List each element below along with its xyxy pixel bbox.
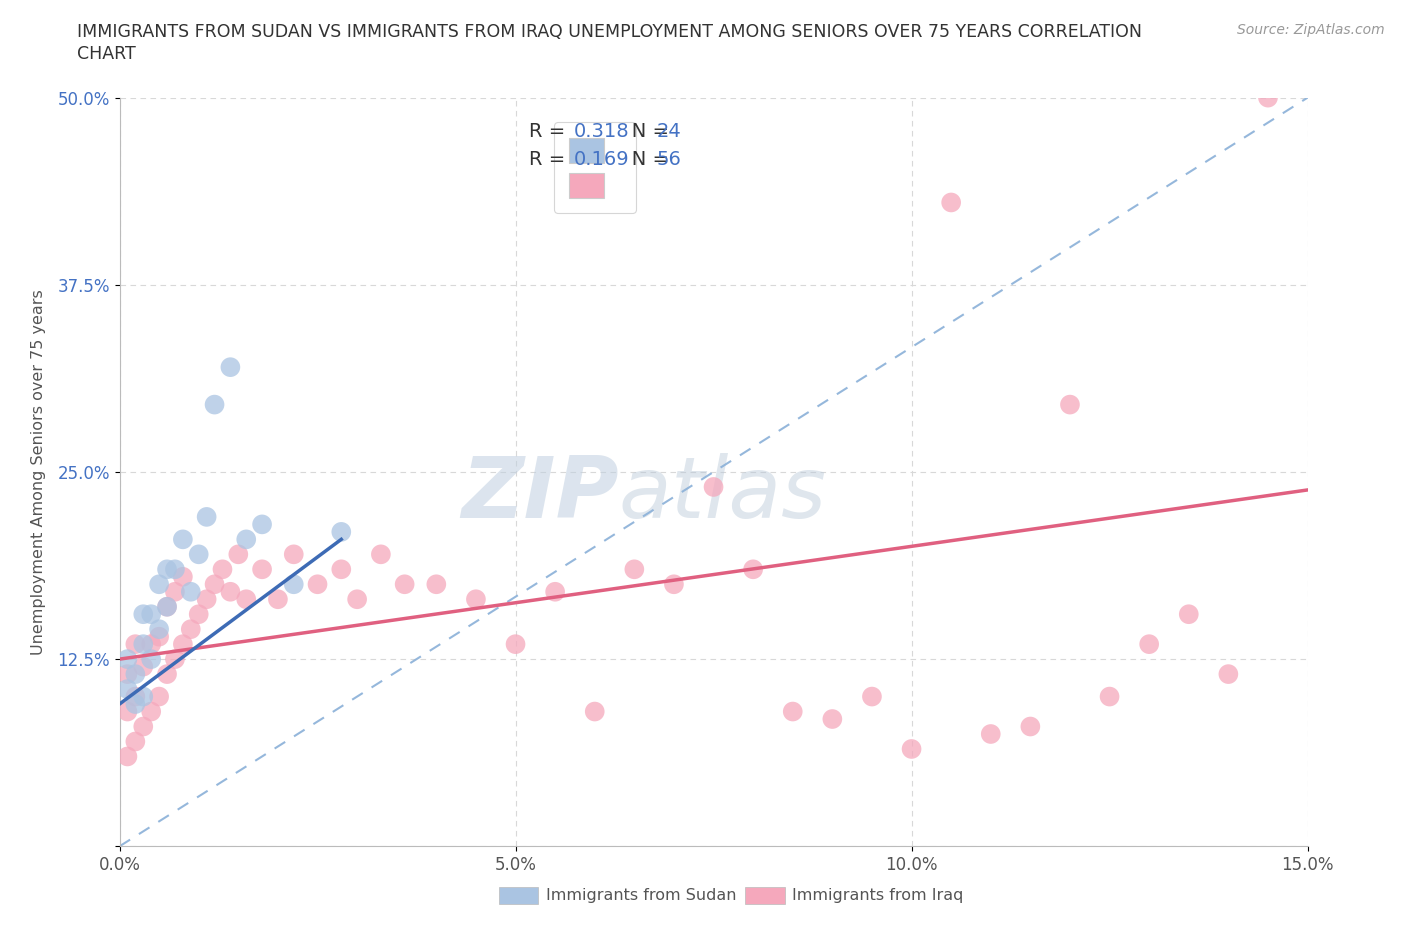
Point xyxy=(425,577,447,591)
Point xyxy=(235,532,257,547)
Point xyxy=(163,652,186,667)
Text: IMMIGRANTS FROM SUDAN VS IMMIGRANTS FROM IRAQ UNEMPLOYMENT AMONG SENIORS OVER 75: IMMIGRANTS FROM SUDAN VS IMMIGRANTS FROM… xyxy=(77,23,1142,41)
Text: Immigrants from Sudan: Immigrants from Sudan xyxy=(546,888,735,903)
Point xyxy=(941,195,963,210)
Text: ZIP: ZIP xyxy=(461,453,619,536)
Point xyxy=(117,749,139,764)
Text: atlas: atlas xyxy=(619,453,827,536)
Point xyxy=(156,599,179,614)
Point xyxy=(583,704,606,719)
Point xyxy=(346,591,368,606)
Point xyxy=(117,667,139,682)
Point xyxy=(330,525,353,539)
Text: 56: 56 xyxy=(657,150,682,168)
Point xyxy=(141,652,163,667)
Point xyxy=(124,697,146,711)
Point xyxy=(1059,397,1081,412)
Point xyxy=(132,719,155,734)
Point xyxy=(180,584,202,599)
Point xyxy=(330,562,353,577)
Point xyxy=(204,577,226,591)
Text: Immigrants from Iraq: Immigrants from Iraq xyxy=(792,888,963,903)
Point xyxy=(156,599,179,614)
Point xyxy=(623,562,645,577)
Point xyxy=(544,584,567,599)
Point xyxy=(219,584,242,599)
Point xyxy=(132,637,155,652)
Point xyxy=(156,667,179,682)
Point xyxy=(117,652,139,667)
Point xyxy=(1257,90,1279,105)
Point xyxy=(132,659,155,674)
Text: Source: ZipAtlas.com: Source: ZipAtlas.com xyxy=(1237,23,1385,37)
Point xyxy=(117,682,139,697)
Point xyxy=(141,704,163,719)
Point xyxy=(782,704,804,719)
Point xyxy=(141,606,163,621)
Point xyxy=(821,711,844,726)
Text: R =: R = xyxy=(530,122,572,140)
Point xyxy=(219,360,242,375)
Point xyxy=(195,591,218,606)
Point xyxy=(124,637,146,652)
Point xyxy=(187,606,209,621)
Point xyxy=(1098,689,1121,704)
Point xyxy=(464,591,488,606)
Point xyxy=(1178,606,1201,621)
Point xyxy=(283,577,305,591)
Point xyxy=(148,689,170,704)
Point xyxy=(187,547,209,562)
Point xyxy=(1137,637,1160,652)
Point xyxy=(172,532,194,547)
Point xyxy=(860,689,883,704)
Point xyxy=(1019,719,1042,734)
Point xyxy=(148,577,170,591)
Point xyxy=(211,562,233,577)
Point xyxy=(172,569,194,584)
Text: N =: N = xyxy=(613,122,675,140)
Point xyxy=(132,689,155,704)
Text: R =: R = xyxy=(530,150,572,168)
Point xyxy=(132,606,155,621)
Point xyxy=(703,480,725,495)
Point xyxy=(124,667,146,682)
Point xyxy=(900,741,922,756)
Point xyxy=(141,637,163,652)
Point xyxy=(180,622,202,637)
Point xyxy=(250,562,273,577)
Point xyxy=(163,562,186,577)
Point xyxy=(283,547,305,562)
Point xyxy=(250,517,273,532)
Point xyxy=(505,637,527,652)
Point xyxy=(163,584,186,599)
Point xyxy=(156,562,179,577)
Point xyxy=(267,591,290,606)
Point xyxy=(307,577,329,591)
Point xyxy=(172,637,194,652)
Point xyxy=(1218,667,1240,682)
Point xyxy=(148,622,170,637)
Text: 24: 24 xyxy=(657,122,682,140)
Point xyxy=(124,689,146,704)
Point xyxy=(228,547,250,562)
Text: 0.318: 0.318 xyxy=(574,122,628,140)
Point xyxy=(124,734,146,749)
Point xyxy=(195,510,218,525)
Point xyxy=(394,577,416,591)
Point xyxy=(235,591,257,606)
Text: 0.169: 0.169 xyxy=(574,150,628,168)
Point xyxy=(204,397,226,412)
Point xyxy=(117,704,139,719)
Point xyxy=(370,547,392,562)
Text: CHART: CHART xyxy=(77,45,136,62)
Y-axis label: Unemployment Among Seniors over 75 years: Unemployment Among Seniors over 75 years xyxy=(31,289,46,655)
Point xyxy=(662,577,685,591)
Point xyxy=(148,630,170,644)
Text: N =: N = xyxy=(613,150,675,168)
Point xyxy=(742,562,765,577)
Point xyxy=(980,726,1002,741)
Legend: , : , xyxy=(554,123,636,213)
